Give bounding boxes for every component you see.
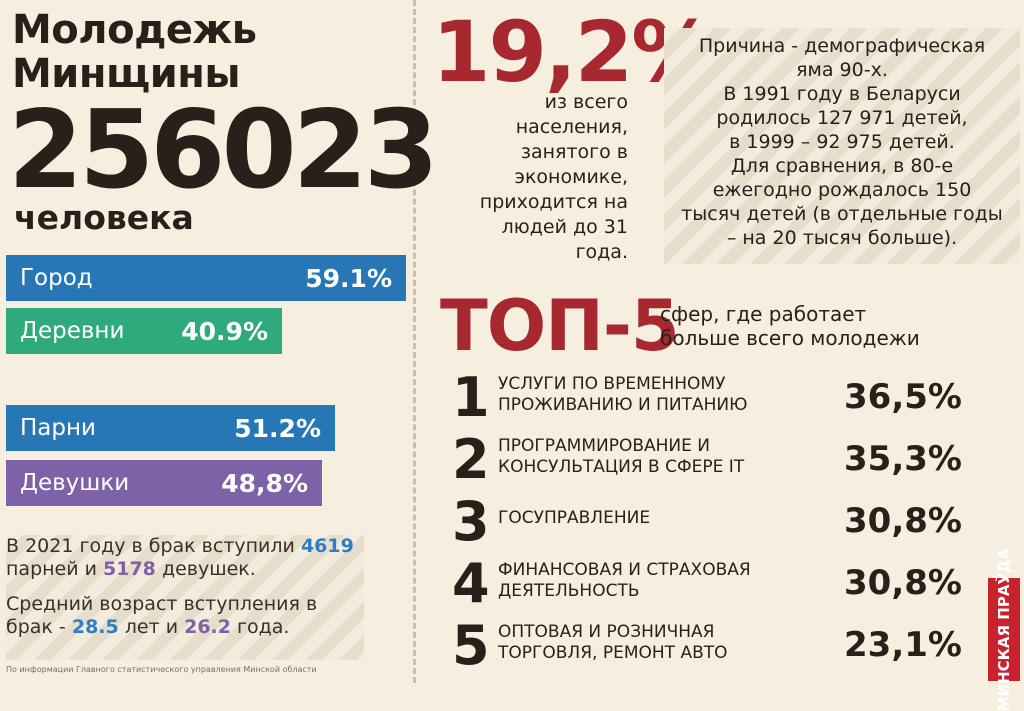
employment-description: из всего населения, занятого в экономике…: [448, 90, 628, 265]
reason-line: в 1999 – 92 975 детей.: [729, 131, 955, 153]
reason-line: родилось 127 971 детей,: [716, 107, 968, 129]
sector-percent: 30,8%: [844, 563, 962, 603]
sector-percent: 35,3%: [844, 439, 962, 479]
label-line: проживанию и питанию: [498, 395, 748, 415]
title-line-2: Минщины: [12, 51, 241, 97]
bar-city-label: Город: [20, 265, 93, 291]
top5-item-3: 3 Госуправление 30,8%: [452, 494, 972, 550]
text-fragment: года.: [231, 616, 290, 638]
rank-number: 5: [452, 614, 490, 677]
description-line: экономике,: [514, 166, 628, 188]
reason-line: яма 90-х.: [796, 59, 888, 81]
text-fragment: девушек.: [155, 558, 256, 580]
text-fragment: Средний возраст вступления в брак -: [6, 593, 318, 638]
sector-percent: 23,1%: [844, 625, 962, 665]
sector-label: Услуги по временному проживанию и питанию: [498, 374, 818, 416]
bar-boys-value: 51.2%: [234, 413, 321, 443]
sector-label: Оптовая и розничная торговля, ремонт авто: [498, 622, 818, 664]
bar-villages-value: 40.9%: [181, 316, 268, 346]
bar-girls-label: Девушки: [20, 470, 130, 496]
subtitle-line: сфер, где работает: [660, 302, 867, 326]
subtitle-line: больше всего молодежи: [660, 326, 920, 350]
label-line: Финансовая и страховая: [498, 560, 751, 580]
bar-girls: Девушки 48,8%: [6, 460, 322, 506]
rank-number: 1: [452, 366, 490, 429]
source-note: По информации Главного статистического у…: [6, 665, 317, 674]
label-line: Оптовая и розничная: [498, 622, 715, 642]
label-line: консультация в сфере IT: [498, 457, 745, 477]
description-line: населения,: [515, 116, 628, 138]
total-youth-number: 256023: [8, 88, 439, 213]
label-line: Программирование и: [498, 436, 711, 456]
boys-marriage-age: 28.5: [71, 616, 119, 638]
bar-girls-value: 48,8%: [221, 468, 308, 498]
sector-percent: 36,5%: [844, 377, 962, 417]
sector-label: Финансовая и страховая деятельность: [498, 560, 818, 602]
bar-villages-label: Деревни: [20, 318, 125, 344]
sector-label: Программирование и консультация в сфере I…: [498, 436, 818, 478]
sector-percent: 30,8%: [844, 501, 962, 541]
page-title: Молодежь Минщины: [12, 8, 257, 96]
reason-line: ежегодно рождалось 150: [712, 179, 972, 201]
description-line: занятого в: [520, 141, 628, 163]
rank-number: 3: [452, 490, 490, 553]
top5-title: ТОП-5: [440, 285, 680, 367]
marriage-age-text: Средний возраст вступления в брак - 28.5…: [6, 593, 364, 639]
text-fragment: В 2021 году в брак вступили: [6, 535, 301, 557]
marriage-count-text: В 2021 году в брак вступили 4619 парней …: [6, 535, 364, 581]
bar-city-value: 59.1%: [305, 263, 392, 293]
top5-subtitle: сфер, где работает больше всего молодежи: [660, 302, 920, 350]
description-line: из всего: [544, 91, 628, 113]
bar-boys: Парни 51.2%: [6, 405, 335, 451]
description-line: людей до 31: [501, 216, 628, 238]
reason-line: Для сравнения, в 80-е: [730, 155, 954, 177]
reason-text: Причина - демографическая яма 90-х. В 19…: [664, 28, 1020, 250]
dashed-divider: [413, 0, 416, 683]
marriage-facts: В 2021 году в брак вступили 4619 парней …: [6, 535, 364, 660]
reason-box: Причина - демографическая яма 90-х. В 19…: [664, 28, 1020, 264]
total-unit-label: человека: [14, 198, 194, 237]
reason-line: В 1991 году в Беларуси: [723, 83, 961, 105]
boys-married-count: 4619: [300, 535, 354, 557]
label-line: деятельность: [498, 581, 640, 601]
label-line: торговля, ремонт авто: [498, 643, 728, 663]
description-line: приходится на: [479, 191, 628, 213]
description-line: года.: [575, 241, 628, 263]
title-line-1: Молодежь: [12, 7, 257, 53]
reason-line: Причина - демографическая: [698, 35, 986, 57]
newspaper-logo: МИНСКАЯ ПРАЎДА: [988, 548, 1020, 711]
top5-item-4: 4 Финансовая и страховая деятельность 30,…: [452, 556, 972, 612]
logo-text: МИНСКАЯ ПРАЎДА: [995, 547, 1013, 711]
bar-boys-label: Парни: [20, 415, 96, 441]
text-fragment: лет и: [118, 616, 185, 638]
label-line: Услуги по временному: [498, 374, 726, 394]
girls-marriage-age: 26.2: [184, 616, 231, 638]
bar-villages: Деревни 40.9%: [6, 308, 282, 354]
rank-number: 4: [452, 552, 490, 615]
reason-line: – на 20 тысяч больше).: [726, 227, 958, 249]
sector-label: Госуправление: [498, 508, 818, 529]
text-fragment: парней и: [6, 558, 104, 580]
top5-item-1: 1 Услуги по временному проживанию и питан…: [452, 370, 972, 426]
girls-married-count: 5178: [103, 558, 156, 580]
bar-city: Город 59.1%: [6, 255, 406, 301]
reason-line: тысяч детей (в отдельные годы: [681, 203, 1003, 225]
label-line: Госуправление: [498, 508, 651, 528]
top5-item-2: 2 Программирование и консультация в сфере…: [452, 432, 972, 488]
top5-item-5: 5 Оптовая и розничная торговля, ремонт ав…: [452, 618, 972, 674]
rank-number: 2: [452, 428, 490, 491]
